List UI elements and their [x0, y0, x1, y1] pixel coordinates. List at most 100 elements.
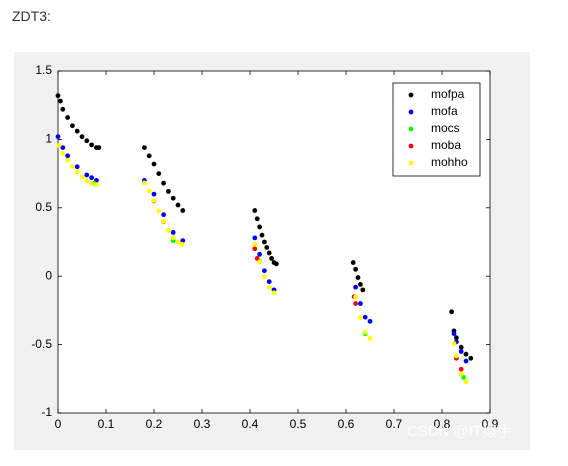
point — [350, 260, 356, 265]
point — [358, 315, 363, 321]
point — [74, 128, 80, 134]
point — [463, 358, 469, 364]
point — [353, 294, 358, 300]
watermark: CSDN @IT猿手 — [407, 423, 512, 440]
point — [353, 266, 358, 272]
point — [79, 174, 85, 180]
point — [362, 329, 368, 335]
point — [170, 235, 176, 241]
point — [266, 285, 272, 290]
point — [360, 287, 366, 293]
point — [84, 178, 90, 184]
point — [463, 379, 469, 385]
point — [262, 268, 267, 274]
x-tick-label: 0.6 — [338, 417, 355, 431]
point — [84, 172, 90, 178]
y-tick-label: 1 — [45, 132, 52, 146]
point — [60, 145, 66, 151]
point — [55, 93, 61, 99]
legend-label: moba — [431, 138, 461, 152]
x-tick-label: 0 — [55, 417, 62, 431]
x-tick-label: 0.3 — [194, 417, 211, 431]
point — [264, 245, 270, 250]
point — [89, 175, 94, 181]
x-tick-label: 0.5 — [290, 417, 307, 431]
point — [89, 180, 94, 186]
point — [358, 282, 363, 287]
point — [274, 261, 279, 267]
point — [151, 191, 157, 197]
x-tick-label: 0.4 — [242, 417, 259, 431]
point — [146, 153, 152, 159]
point — [458, 344, 464, 350]
point — [252, 208, 258, 213]
point — [142, 180, 147, 186]
point — [175, 202, 181, 208]
point — [65, 115, 70, 120]
legend-marker — [408, 160, 414, 166]
point — [252, 246, 258, 252]
point — [266, 250, 272, 256]
point — [252, 241, 258, 247]
x-tick-label: 0.1 — [98, 417, 115, 431]
legend-label: mofa — [431, 104, 458, 118]
point — [146, 188, 152, 194]
x-tick-label: 0.8 — [434, 417, 451, 431]
point — [151, 161, 157, 167]
point — [271, 290, 277, 296]
point — [96, 145, 102, 151]
point — [449, 309, 454, 315]
point — [161, 218, 167, 224]
x-tick-label: 0.2 — [146, 417, 163, 431]
point — [156, 171, 162, 177]
point — [166, 188, 171, 194]
point — [161, 180, 167, 186]
point — [254, 256, 260, 261]
point — [156, 208, 162, 214]
legend-label: mofpa — [431, 87, 465, 101]
point — [458, 349, 464, 354]
point — [79, 134, 85, 140]
point — [257, 259, 262, 265]
point — [451, 341, 457, 346]
point — [461, 375, 466, 380]
legend-marker — [408, 109, 414, 115]
x-tick-label: 0.9 — [482, 417, 499, 431]
point — [170, 230, 176, 235]
point — [257, 224, 262, 230]
point — [257, 251, 262, 257]
point — [353, 301, 358, 306]
point — [151, 198, 157, 203]
point — [65, 153, 70, 159]
point — [161, 212, 167, 218]
point — [266, 279, 272, 285]
point — [262, 274, 267, 280]
point — [262, 239, 267, 245]
point — [60, 106, 66, 112]
point — [454, 353, 459, 359]
point — [254, 216, 260, 222]
point — [170, 195, 176, 201]
point — [94, 182, 99, 187]
legend-label: mocs — [431, 121, 460, 135]
point — [58, 98, 63, 104]
point — [458, 366, 464, 372]
point — [367, 318, 373, 324]
point — [463, 351, 469, 357]
point — [269, 256, 274, 261]
point — [367, 336, 373, 341]
y-tick-label: 0.5 — [35, 200, 52, 214]
point — [142, 145, 147, 151]
point — [179, 241, 185, 247]
point — [355, 275, 361, 280]
point — [468, 355, 474, 361]
legend-marker — [408, 126, 414, 132]
y-tick-label: -0.5 — [31, 337, 52, 351]
point — [84, 138, 90, 144]
legend-marker — [408, 143, 414, 149]
point — [175, 239, 181, 245]
point — [454, 335, 459, 341]
point — [166, 228, 171, 233]
